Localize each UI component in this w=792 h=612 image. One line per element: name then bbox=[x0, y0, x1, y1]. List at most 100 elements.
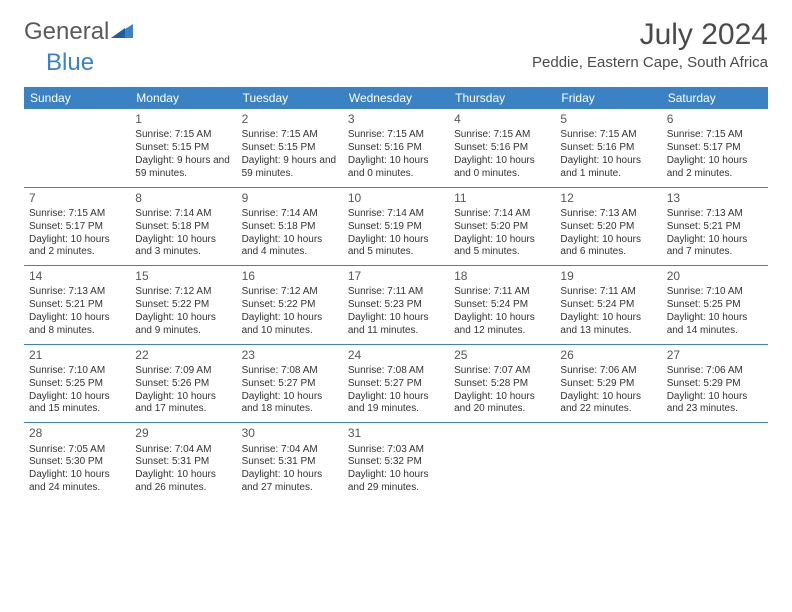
sunrise-text: Sunrise: 7:10 AM bbox=[29, 365, 125, 378]
sunset-text: Sunset: 5:29 PM bbox=[667, 378, 763, 391]
sunset-text: Sunset: 5:24 PM bbox=[560, 299, 656, 312]
calendar-cell: 10Sunrise: 7:14 AMSunset: 5:19 PMDayligh… bbox=[343, 187, 449, 266]
sunset-text: Sunset: 5:28 PM bbox=[454, 378, 550, 391]
daylight-text: Daylight: 9 hours and 59 minutes. bbox=[135, 155, 231, 181]
calendar-cell: 12 Sunrise: 7:13 AMSunset: 5:20 PMDayligh… bbox=[555, 187, 661, 266]
daylight-text: Daylight: 10 hours and 20 minutes. bbox=[454, 391, 550, 417]
day-number: 1 bbox=[135, 112, 231, 127]
day-number: 10 bbox=[348, 191, 444, 206]
day-number: 27 bbox=[667, 348, 763, 363]
calendar-cell: 15Sunrise: 7:12 AMSunset: 5:22 PMDayligh… bbox=[130, 266, 236, 345]
calendar-cell: 30Sunrise: 7:04 AMSunset: 5:31 PMDayligh… bbox=[237, 423, 343, 501]
day-number: 31 bbox=[348, 426, 444, 441]
calendar-cell bbox=[449, 423, 555, 501]
daylight-text: Daylight: 10 hours and 14 minutes. bbox=[667, 312, 763, 338]
sunrise-text: Sunrise: 7:15 AM bbox=[135, 129, 231, 142]
sunset-text: Sunset: 5:21 PM bbox=[667, 221, 763, 234]
sunrise-text: Sunrise: 7:15 AM bbox=[29, 208, 125, 221]
calendar-row: 1Sunrise: 7:15 AMSunset: 5:15 PMDaylight… bbox=[24, 109, 768, 187]
sunrise-text: Sunrise: 7:15 AM bbox=[242, 129, 338, 142]
sunrise-text: Sunrise: 7:12 AM bbox=[242, 286, 338, 299]
day-number: 29 bbox=[135, 426, 231, 441]
calendar-cell: 17Sunrise: 7:11 AMSunset: 5:23 PMDayligh… bbox=[343, 266, 449, 345]
day-number: 6 bbox=[667, 112, 763, 127]
daylight-text: Daylight: 10 hours and 18 minutes. bbox=[242, 391, 338, 417]
daylight-text: Daylight: 10 hours and 10 minutes. bbox=[242, 312, 338, 338]
daylight-text: Daylight: 10 hours and 15 minutes. bbox=[29, 391, 125, 417]
daylight-text: Daylight: 10 hours and 0 minutes. bbox=[348, 155, 444, 181]
sunset-text: Sunset: 5:26 PM bbox=[135, 378, 231, 391]
daylight-text: Daylight: 10 hours and 2 minutes. bbox=[29, 234, 125, 260]
sunset-text: Sunset: 5:31 PM bbox=[135, 456, 231, 469]
sunset-text: Sunset: 5:17 PM bbox=[29, 221, 125, 234]
sunset-text: Sunset: 5:16 PM bbox=[348, 142, 444, 155]
sunset-text: Sunset: 5:25 PM bbox=[667, 299, 763, 312]
day-number: 3 bbox=[348, 112, 444, 127]
day-number: 2 bbox=[242, 112, 338, 127]
daylight-text: Daylight: 9 hours and 59 minutes. bbox=[242, 155, 338, 181]
day-number: 26 bbox=[560, 348, 656, 363]
daylight-text: Daylight: 10 hours and 0 minutes. bbox=[454, 155, 550, 181]
daylight-text: Daylight: 10 hours and 2 minutes. bbox=[667, 155, 763, 181]
sunset-text: Sunset: 5:20 PM bbox=[454, 221, 550, 234]
brand-part2: Blue bbox=[46, 49, 94, 77]
sunrise-text: Sunrise: 7:13 AM bbox=[560, 208, 656, 221]
daylight-text: Daylight: 10 hours and 24 minutes. bbox=[29, 469, 125, 495]
calendar-cell bbox=[24, 109, 130, 187]
sunrise-text: Sunrise: 7:13 AM bbox=[29, 286, 125, 299]
calendar-cell: 7Sunrise: 7:15 AMSunset: 5:17 PMDaylight… bbox=[24, 187, 130, 266]
daylight-text: Daylight: 10 hours and 22 minutes. bbox=[560, 391, 656, 417]
sunset-text: Sunset: 5:25 PM bbox=[29, 378, 125, 391]
sunrise-text: Sunrise: 7:15 AM bbox=[667, 129, 763, 142]
calendar-cell: 29Sunrise: 7:04 AMSunset: 5:31 PMDayligh… bbox=[130, 423, 236, 501]
sunrise-text: Sunrise: 7:08 AM bbox=[242, 365, 338, 378]
calendar-cell: 19Sunrise: 7:11 AMSunset: 5:24 PMDayligh… bbox=[555, 266, 661, 345]
sunrise-text: Sunrise: 7:14 AM bbox=[348, 208, 444, 221]
calendar-cell: 25Sunrise: 7:07 AMSunset: 5:28 PMDayligh… bbox=[449, 344, 555, 423]
calendar-cell: 3Sunrise: 7:15 AMSunset: 5:16 PMDaylight… bbox=[343, 109, 449, 187]
daylight-text: Daylight: 10 hours and 12 minutes. bbox=[454, 312, 550, 338]
calendar-cell bbox=[555, 423, 661, 501]
sunset-text: Sunset: 5:16 PM bbox=[560, 142, 656, 155]
weekday-header: Monday bbox=[130, 87, 236, 109]
daylight-text: Daylight: 10 hours and 17 minutes. bbox=[135, 391, 231, 417]
sunset-text: Sunset: 5:20 PM bbox=[560, 221, 656, 234]
daylight-text: Daylight: 10 hours and 11 minutes. bbox=[348, 312, 444, 338]
sunrise-text: Sunrise: 7:12 AM bbox=[135, 286, 231, 299]
sunrise-text: Sunrise: 7:11 AM bbox=[454, 286, 550, 299]
sunrise-text: Sunrise: 7:10 AM bbox=[667, 286, 763, 299]
sunset-text: Sunset: 5:31 PM bbox=[242, 456, 338, 469]
sunset-text: Sunset: 5:15 PM bbox=[242, 142, 338, 155]
weekday-header: Friday bbox=[555, 87, 661, 109]
daylight-text: Daylight: 10 hours and 6 minutes. bbox=[560, 234, 656, 260]
calendar-row: 21Sunrise: 7:10 AMSunset: 5:25 PMDayligh… bbox=[24, 344, 768, 423]
day-number: 4 bbox=[454, 112, 550, 127]
sunset-text: Sunset: 5:27 PM bbox=[242, 378, 338, 391]
sunset-text: Sunset: 5:16 PM bbox=[454, 142, 550, 155]
day-number: 21 bbox=[29, 348, 125, 363]
day-number: 5 bbox=[560, 112, 656, 127]
day-number: 12 bbox=[560, 191, 656, 206]
sunrise-text: Sunrise: 7:15 AM bbox=[560, 129, 656, 142]
daylight-text: Daylight: 10 hours and 29 minutes. bbox=[348, 469, 444, 495]
sunrise-text: Sunrise: 7:06 AM bbox=[667, 365, 763, 378]
calendar-row: 7Sunrise: 7:15 AMSunset: 5:17 PMDaylight… bbox=[24, 187, 768, 266]
sunset-text: Sunset: 5:18 PM bbox=[135, 221, 231, 234]
calendar-row: 14Sunrise: 7:13 AMSunset: 5:21 PMDayligh… bbox=[24, 266, 768, 345]
day-number: 19 bbox=[560, 269, 656, 284]
calendar-cell: 4Sunrise: 7:15 AMSunset: 5:16 PMDaylight… bbox=[449, 109, 555, 187]
sunrise-text: Sunrise: 7:07 AM bbox=[454, 365, 550, 378]
calendar-cell: 18Sunrise: 7:11 AMSunset: 5:24 PMDayligh… bbox=[449, 266, 555, 345]
calendar-cell: 11Sunrise: 7:14 AMSunset: 5:20 PMDayligh… bbox=[449, 187, 555, 266]
location-label: Peddie, Eastern Cape, South Africa bbox=[532, 54, 768, 71]
day-number: 30 bbox=[242, 426, 338, 441]
calendar-cell: 8Sunrise: 7:14 AMSunset: 5:18 PMDaylight… bbox=[130, 187, 236, 266]
calendar-table: Sunday Monday Tuesday Wednesday Thursday… bbox=[24, 87, 768, 501]
brand-logo: General bbox=[24, 18, 133, 46]
triangle-icon bbox=[111, 24, 133, 38]
brand-part1: General bbox=[24, 18, 109, 46]
sunrise-text: Sunrise: 7:09 AM bbox=[135, 365, 231, 378]
sunrise-text: Sunrise: 7:14 AM bbox=[454, 208, 550, 221]
day-number: 16 bbox=[242, 269, 338, 284]
sunrise-text: Sunrise: 7:06 AM bbox=[560, 365, 656, 378]
